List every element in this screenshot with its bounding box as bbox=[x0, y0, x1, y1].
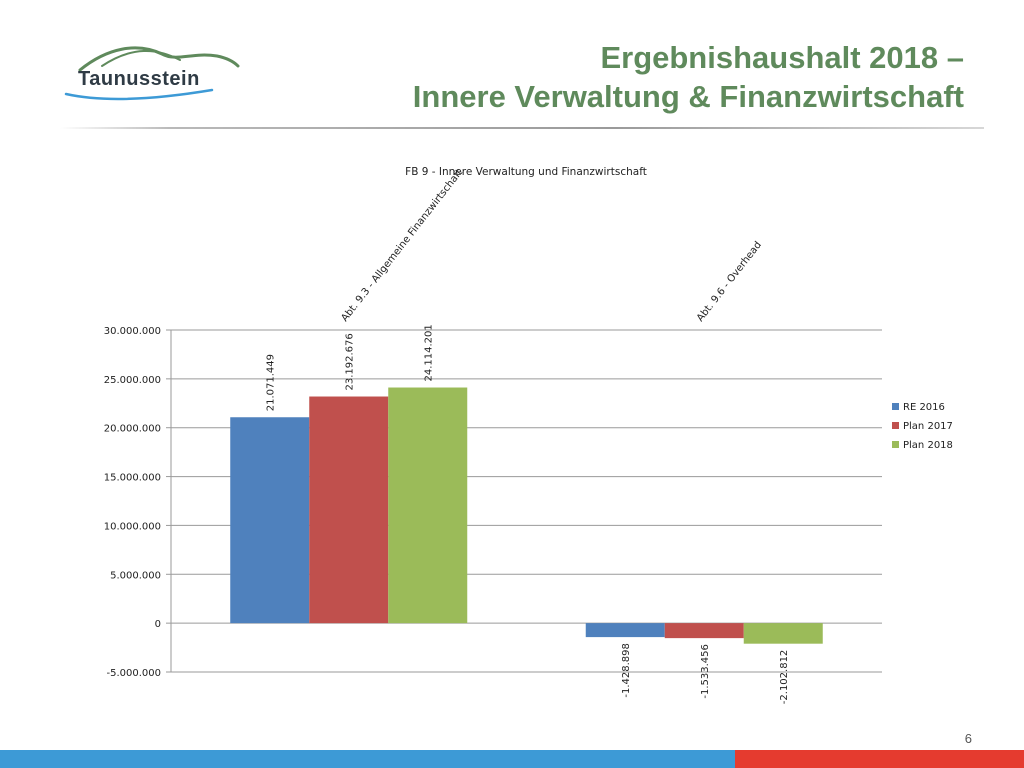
y-tick-label: 5.000.000 bbox=[110, 570, 161, 581]
page-number: 6 bbox=[964, 731, 972, 746]
data-label: 21.071.449 bbox=[266, 354, 277, 411]
category-label: Abt. 9.6 - Overhead bbox=[695, 240, 764, 324]
y-tick-label: 25.000.000 bbox=[104, 375, 161, 386]
bar bbox=[230, 417, 310, 624]
y-tick-label: 20.000.000 bbox=[104, 424, 161, 435]
y-tick-label: 0 bbox=[155, 619, 161, 630]
slide-title-line-2: Innere Verwaltung & Finanzwirtschaft bbox=[412, 79, 964, 114]
y-tick-label: 30.000.000 bbox=[104, 326, 161, 337]
legend-label: RE 2016 bbox=[903, 402, 945, 413]
data-label: -1.533.456 bbox=[700, 644, 711, 699]
logo-hills-icon bbox=[64, 46, 240, 101]
bar bbox=[743, 623, 823, 644]
title-divider bbox=[60, 127, 984, 129]
legend-label: Plan 2017 bbox=[903, 421, 953, 432]
y-tick-label: 10.000.000 bbox=[104, 521, 161, 532]
legend-swatch bbox=[892, 422, 899, 429]
data-label: 23.192.676 bbox=[345, 333, 356, 390]
chart-title: FB 9 - Innere Verwaltung und Finanzwirts… bbox=[405, 166, 647, 178]
bar bbox=[585, 623, 665, 638]
bar bbox=[664, 623, 744, 639]
legend-swatch bbox=[892, 441, 899, 448]
data-label: 24.114.201 bbox=[424, 324, 435, 381]
legend-label: Plan 2018 bbox=[903, 440, 953, 451]
footer-bar bbox=[0, 750, 1024, 768]
category-label: Abt. 9.3 - Allgemeine Finanzwirtschaft bbox=[339, 167, 465, 323]
y-tick-label: -5.000.000 bbox=[106, 668, 161, 679]
taunusstein-logo: Taunusstein bbox=[62, 40, 242, 102]
logo-text: Taunusstein bbox=[78, 68, 200, 90]
bar bbox=[309, 396, 389, 624]
footer-bar-blue bbox=[0, 750, 735, 768]
slide-title: Ergebnishaushalt 2018 – Innere Verwaltun… bbox=[413, 38, 964, 116]
footer-bar-red bbox=[735, 750, 1024, 768]
y-tick-label: 15.000.000 bbox=[104, 473, 161, 484]
data-label: -2.102.812 bbox=[779, 650, 790, 705]
bar bbox=[388, 387, 468, 624]
data-label: -1.428.898 bbox=[621, 643, 632, 698]
legend-swatch bbox=[892, 403, 899, 410]
slide-title-line-1: Ergebnishaushalt 2018 – bbox=[600, 40, 964, 75]
